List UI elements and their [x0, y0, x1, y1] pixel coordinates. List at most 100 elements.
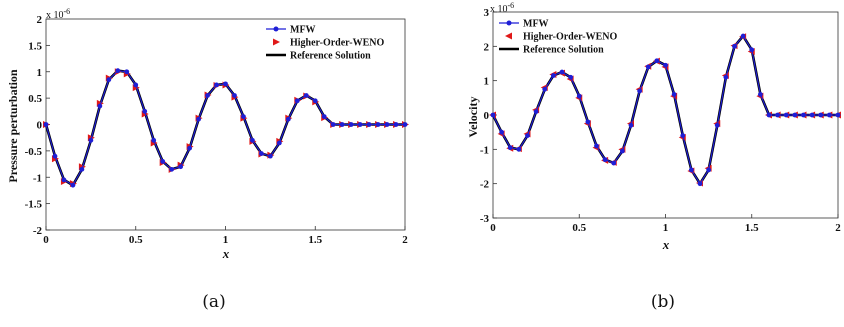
legend-label: MFW	[523, 19, 549, 30]
data-point-mfw	[809, 112, 815, 118]
data-point-mfw	[106, 77, 112, 83]
data-point-mfw	[723, 74, 729, 80]
data-point-mfw	[688, 167, 694, 173]
y-tick-label: 1	[37, 67, 43, 79]
data-point-mfw	[294, 98, 300, 104]
legend-marker-weno	[273, 38, 280, 46]
legend-marker-mfw	[273, 26, 279, 32]
legend-marker-weno	[505, 32, 512, 40]
y-axis-label-a: Pressure perturbation	[6, 69, 20, 183]
data-point-mfw	[783, 112, 789, 118]
series-line-mfw	[492, 34, 838, 185]
data-point-mfw	[680, 133, 686, 139]
data-point-mfw	[285, 116, 291, 122]
data-point-mfw	[766, 112, 772, 118]
legend-label: Higher-Order-WENO	[290, 38, 384, 49]
x-tick-label: 1	[223, 234, 229, 246]
x-tick-label: 0	[43, 234, 49, 246]
legend-label: Reference Solution	[290, 51, 371, 62]
x-tick-label: 2	[835, 222, 841, 234]
y-tick-label: -2	[33, 225, 43, 237]
legend-label: MFW	[290, 25, 316, 36]
data-point-mfw	[267, 153, 273, 159]
data-point-mfw	[740, 33, 746, 39]
data-point-mfw	[357, 122, 363, 127]
data-point-mfw	[594, 143, 599, 149]
data-point-mfw	[818, 112, 824, 118]
data-point-mfw	[654, 58, 660, 64]
data-point-mfw	[169, 166, 175, 172]
x-tick-label: 1	[663, 222, 669, 234]
data-point-mfw	[142, 108, 148, 114]
y-tick-label: -2	[480, 179, 490, 191]
series-line-mfw	[45, 70, 405, 187]
x-tick-label: 2	[402, 234, 408, 246]
legend: MFW Higher-Order-WENO Reference Solution	[266, 25, 384, 62]
data-point-mfw	[663, 62, 668, 68]
data-point-mfw	[533, 109, 539, 114]
data-point-mfw	[499, 129, 505, 135]
data-point-mfw	[706, 167, 712, 173]
y-tick-label: 1.5	[28, 40, 42, 52]
data-point-mfw	[375, 122, 381, 127]
data-point-mfw	[303, 93, 309, 98]
y-tick-label: 0.5	[28, 93, 42, 105]
legend-label: Reference Solution	[523, 45, 604, 56]
x-tick-label: 1.5	[745, 222, 759, 234]
y-tick-label: 0	[37, 120, 43, 132]
data-point-mfw	[348, 122, 354, 127]
data-point-mfw	[88, 137, 94, 143]
y-tick-label: 2	[37, 14, 43, 26]
data-point-mfw	[196, 116, 201, 122]
data-point-mfw	[133, 82, 139, 88]
data-point-mfw	[801, 112, 806, 118]
data-point-mfw	[52, 153, 58, 159]
data-point-mfw	[321, 114, 327, 119]
x-axis-label-a: x	[222, 246, 230, 261]
data-point-mfw	[232, 93, 237, 98]
data-point-mfw	[559, 69, 565, 75]
data-point-mfw	[330, 122, 336, 127]
data-point-mfw	[97, 103, 103, 109]
x-tick-label: 0	[490, 222, 496, 234]
data-point-mfw	[384, 122, 390, 127]
data-point-mfw	[585, 119, 591, 125]
data-point-mfw	[550, 73, 556, 78]
data-point-mfw	[826, 112, 832, 118]
data-point-mfw	[507, 145, 513, 151]
data-point-mfw	[250, 137, 255, 143]
data-point-mfw	[576, 93, 582, 99]
data-point-mfw	[792, 112, 798, 118]
data-point-mfw	[339, 122, 345, 127]
legend-label: Higher-Order-WENO	[523, 32, 617, 43]
data-point-mfw	[124, 69, 130, 75]
data-point-mfw	[542, 86, 548, 92]
data-point-mfw	[205, 93, 210, 98]
data-point-mfw	[214, 82, 219, 88]
data-point-mfw	[160, 159, 166, 164]
exponent-label-a: x 10-6	[46, 7, 70, 21]
chart-panel-a: x 10-6 Pressure perturbation x (a) 0 0.5 1…	[6, 7, 409, 312]
data-point-mfw	[259, 151, 264, 156]
data-point-mfw	[611, 160, 617, 166]
data-point-mfw	[568, 74, 574, 80]
y-axis-label-b: Velocity	[466, 97, 480, 138]
data-point-mfw	[79, 166, 85, 172]
data-point-mfw	[775, 112, 781, 118]
data-point-mfw	[714, 122, 720, 128]
data-point-mfw	[312, 98, 318, 104]
x-axis-label-b: x	[662, 237, 670, 252]
data-point-mfw	[223, 81, 228, 87]
data-point-mfw	[835, 112, 841, 118]
data-point-mfw	[70, 182, 76, 188]
series-line-reference-solution	[491, 34, 838, 185]
data-point-mfw	[61, 177, 67, 183]
data-point-mfw	[241, 114, 246, 119]
data-point-mfw	[749, 47, 755, 53]
exponent-label-b: x 10-6	[490, 1, 514, 15]
x-tick-label: 1.5	[308, 234, 322, 246]
data-point-mfw	[637, 88, 643, 94]
data-point-mfw	[525, 133, 530, 139]
data-point-mfw	[602, 157, 608, 163]
